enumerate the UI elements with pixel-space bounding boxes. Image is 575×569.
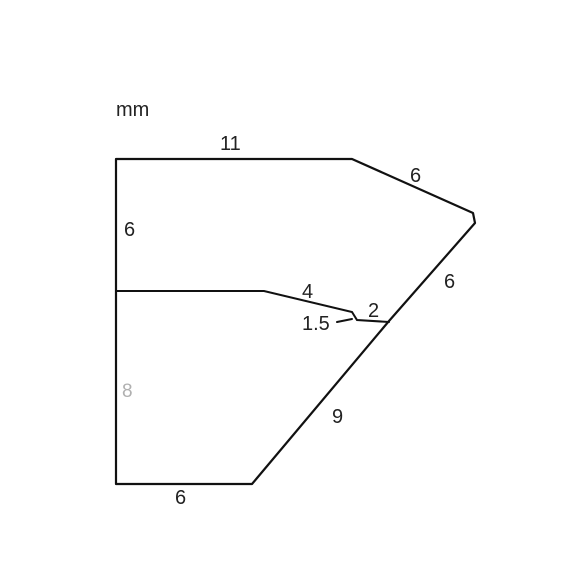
dim-bottom: 6	[175, 487, 186, 509]
dim-upper-right-slant: 6	[410, 165, 421, 187]
outer-boundary	[116, 159, 475, 484]
dim-left-upper: 6	[124, 219, 135, 241]
notch-arrow	[337, 319, 352, 322]
dim-right-side: 6	[444, 271, 455, 293]
inner-profile-line	[116, 291, 389, 322]
dim-left-lower: 8	[122, 381, 133, 402]
dim-inner-slant: 4	[302, 281, 313, 303]
dim-lower-slant: 9	[332, 406, 343, 428]
dim-notch-small: 1.5	[302, 313, 330, 335]
dim-notch-right: 2	[368, 300, 379, 322]
unit-label: mm	[116, 99, 149, 121]
dim-top: 11	[220, 133, 241, 155]
